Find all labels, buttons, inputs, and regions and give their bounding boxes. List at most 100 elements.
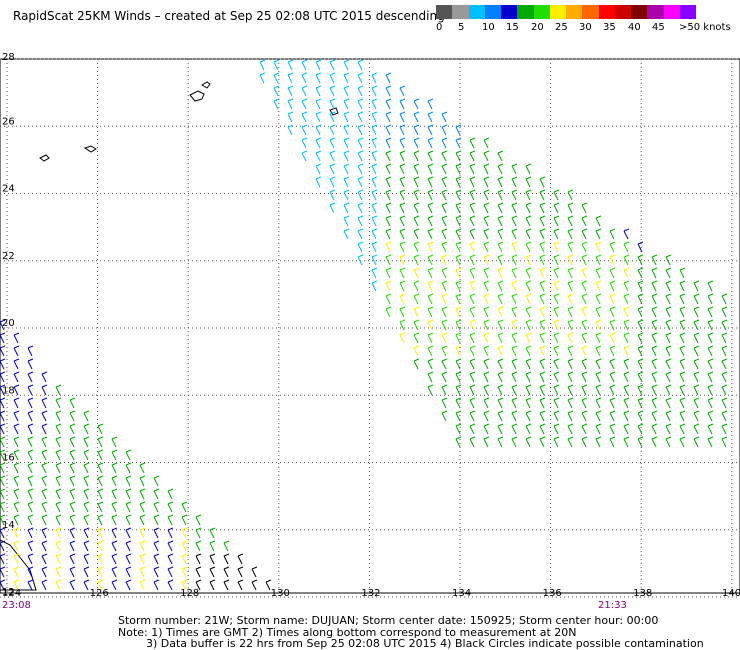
wind-barb	[41, 423, 48, 435]
longitude-tick-label: 138	[633, 588, 652, 599]
wind-barb	[209, 553, 216, 565]
wind-barb	[287, 111, 294, 123]
wind-barb	[609, 293, 616, 305]
wind-barb	[441, 358, 448, 370]
wind-barb	[483, 410, 490, 422]
wind-barb	[483, 163, 490, 175]
wind-barb	[13, 371, 20, 383]
wind-barb	[567, 358, 574, 370]
wind-barb	[595, 397, 602, 409]
wind-barb	[223, 553, 230, 565]
wind-barb	[525, 397, 532, 409]
wind-barb	[665, 371, 672, 383]
wind-barb	[609, 384, 616, 396]
wind-barb	[41, 449, 48, 461]
wind-barb	[707, 410, 714, 422]
wind-barb	[483, 241, 490, 253]
wind-barb	[13, 488, 20, 500]
note-line-2: 3) Data buffer is 22 hrs from Sep 25 02:…	[146, 637, 704, 650]
wind-barb	[427, 306, 434, 318]
wind-barb	[511, 228, 518, 240]
wind-barb	[287, 72, 294, 84]
wind-barb	[441, 241, 448, 253]
wind-barb	[69, 397, 76, 409]
wind-barb	[385, 189, 392, 201]
wind-barb	[427, 98, 434, 110]
wind-barb	[357, 254, 364, 266]
wind-barb	[385, 280, 392, 292]
wind-barb	[511, 371, 518, 383]
wind-barb	[413, 306, 420, 318]
wind-barb	[623, 306, 630, 318]
wind-barb	[483, 176, 490, 188]
wind-barb	[469, 358, 476, 370]
wind-barb	[483, 371, 490, 383]
wind-barb	[483, 254, 490, 266]
wind-barb	[455, 371, 462, 383]
wind-barb	[707, 280, 714, 292]
wind-barb	[181, 527, 188, 539]
latitude-tick-label: 28	[2, 52, 15, 63]
wind-barb	[469, 345, 476, 357]
wind-barb	[553, 189, 560, 201]
wind-barb	[357, 150, 364, 162]
wind-barb	[273, 85, 280, 97]
wind-barb	[539, 371, 546, 383]
wind-barb	[511, 241, 518, 253]
wind-barb	[343, 98, 350, 110]
wind-barb	[679, 280, 686, 292]
wind-barb	[483, 228, 490, 240]
wind-barb	[385, 163, 392, 175]
legend-swatch	[566, 5, 583, 19]
wind-barb	[525, 306, 532, 318]
wind-barb	[595, 410, 602, 422]
wind-barb	[525, 280, 532, 292]
wind-barb	[441, 189, 448, 201]
wind-barb	[125, 488, 132, 500]
longitude-tick-label: 136	[543, 588, 562, 599]
coastline-segment	[39, 154, 50, 162]
wind-barb	[0, 423, 6, 435]
wind-barb	[13, 579, 20, 591]
wind-barb	[315, 124, 322, 136]
wind-barb	[455, 176, 462, 188]
wind-barb	[371, 150, 378, 162]
wind-barb	[455, 150, 462, 162]
wind-barb	[195, 527, 202, 539]
wind-barb	[83, 579, 90, 591]
wind-barb	[553, 306, 560, 318]
wind-barb	[637, 410, 644, 422]
wind-barb	[623, 228, 630, 240]
wind-barb	[637, 241, 644, 253]
end-time: 21:33	[598, 600, 627, 611]
wind-barb	[651, 267, 658, 279]
wind-barb	[427, 254, 434, 266]
wind-barb	[469, 189, 476, 201]
wind-barb	[399, 267, 406, 279]
wind-barb	[525, 254, 532, 266]
wind-barb	[469, 410, 476, 422]
wind-barb	[623, 280, 630, 292]
wind-barb	[651, 410, 658, 422]
wind-barb	[413, 124, 420, 136]
legend-swatch	[452, 5, 469, 19]
wind-barb	[399, 332, 406, 344]
wind-barb	[209, 527, 216, 539]
wind-barb	[469, 215, 476, 227]
wind-barb	[525, 241, 532, 253]
wind-barb	[567, 280, 574, 292]
wind-barb	[301, 59, 308, 71]
wind-barb	[693, 397, 700, 409]
wind-barb	[357, 137, 364, 149]
wind-barb	[83, 527, 90, 539]
wind-barb	[469, 137, 476, 149]
wind-barb	[455, 254, 462, 266]
wind-barb	[83, 501, 90, 513]
wind-barb	[469, 384, 476, 396]
wind-barb	[83, 475, 90, 487]
wind-barb	[609, 319, 616, 331]
wind-barb	[651, 254, 658, 266]
wind-barb	[637, 345, 644, 357]
wind-barb	[41, 566, 48, 578]
wind-barb	[539, 241, 546, 253]
